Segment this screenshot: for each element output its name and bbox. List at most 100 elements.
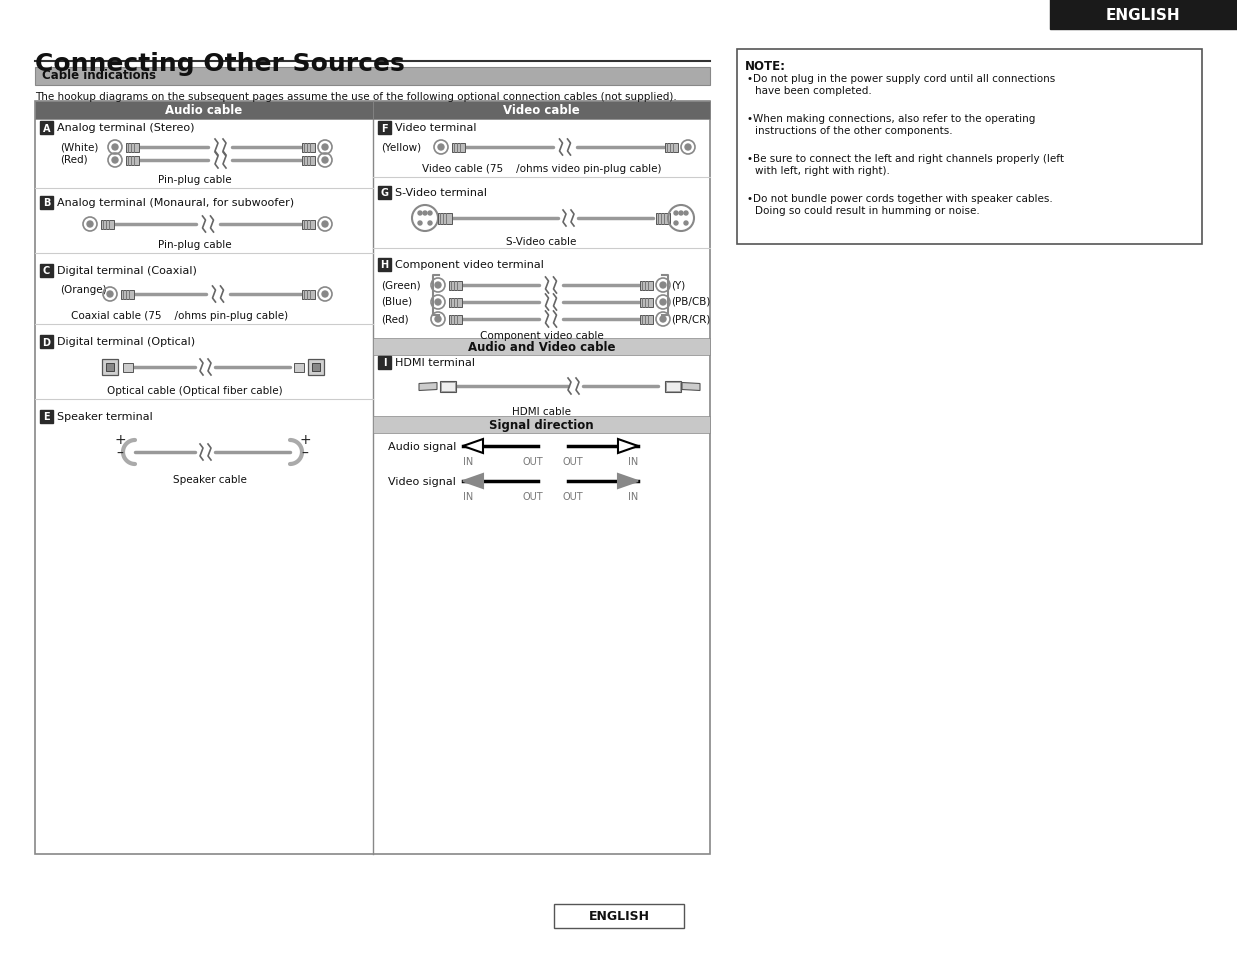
Text: Video signal: Video signal [388, 476, 456, 486]
Circle shape [106, 292, 113, 297]
Circle shape [435, 299, 442, 306]
Text: OUT: OUT [523, 492, 543, 501]
Bar [374, 416, 710, 434]
Text: OUT: OUT [523, 456, 543, 467]
Bar [666, 382, 680, 391]
Text: Video cable: Video cable [503, 105, 580, 117]
Text: have been completed.: have been completed. [755, 86, 872, 96]
Bar [374, 102, 710, 120]
Circle shape [423, 212, 427, 215]
Bar [449, 315, 461, 324]
Text: Pin-plug cable: Pin-plug cable [158, 240, 231, 250]
Polygon shape [419, 383, 437, 391]
Circle shape [428, 222, 432, 226]
Circle shape [435, 283, 442, 289]
Text: Audio and Video cable: Audio and Video cable [468, 340, 615, 354]
Text: S-Video cable: S-Video cable [506, 236, 576, 247]
Text: HDMI terminal: HDMI terminal [395, 357, 475, 368]
Polygon shape [682, 383, 700, 391]
Text: Doing so could result in humming or noise.: Doing so could result in humming or nois… [755, 206, 980, 215]
Text: S-Video terminal: S-Video terminal [395, 188, 487, 198]
Circle shape [435, 316, 442, 323]
Bar [640, 298, 652, 307]
Text: –: – [302, 447, 308, 460]
Bar [379, 258, 391, 272]
Bar [1050, 0, 1237, 30]
Text: (PB/CB): (PB/CB) [670, 296, 710, 307]
Bar [125, 143, 139, 152]
Bar [664, 143, 678, 152]
Text: E: E [43, 412, 49, 422]
Circle shape [113, 158, 118, 164]
Text: Analog terminal (Stereo): Analog terminal (Stereo) [57, 123, 194, 132]
Text: (Orange): (Orange) [61, 285, 106, 294]
Bar [40, 196, 53, 210]
Text: D: D [42, 337, 51, 347]
Text: instructions of the other components.: instructions of the other components. [755, 126, 952, 136]
Circle shape [418, 222, 422, 226]
Text: ENGLISH: ENGLISH [589, 909, 649, 923]
Bar [554, 904, 684, 928]
Bar [100, 220, 114, 230]
Circle shape [685, 145, 691, 151]
Text: Speaker cable: Speaker cable [173, 475, 247, 484]
Text: OUT: OUT [563, 492, 584, 501]
Text: (PR/CR): (PR/CR) [670, 314, 710, 324]
Text: (Red): (Red) [381, 314, 408, 324]
Polygon shape [618, 439, 638, 454]
Text: Speaker terminal: Speaker terminal [57, 412, 152, 421]
Circle shape [322, 222, 328, 228]
Bar [379, 187, 391, 200]
Circle shape [87, 222, 93, 228]
Text: IN: IN [463, 492, 473, 501]
Text: OUT: OUT [563, 456, 584, 467]
Text: Digital terminal (Optical): Digital terminal (Optical) [57, 336, 195, 347]
Circle shape [679, 212, 683, 215]
Text: H: H [381, 260, 388, 271]
Bar [302, 220, 314, 230]
Text: A: A [43, 123, 51, 133]
Text: C: C [43, 266, 51, 276]
Bar [442, 382, 455, 391]
Bar [120, 291, 134, 299]
Bar [302, 143, 314, 152]
Bar [125, 156, 139, 165]
Text: Audio signal: Audio signal [388, 441, 456, 452]
Circle shape [684, 222, 688, 226]
Circle shape [418, 212, 422, 215]
Text: Component video terminal: Component video terminal [395, 260, 544, 270]
Text: (Blue): (Blue) [381, 296, 412, 307]
Bar [379, 356, 391, 370]
Text: G: G [381, 189, 388, 198]
Circle shape [661, 283, 666, 289]
Polygon shape [463, 439, 482, 454]
Text: The hookup diagrams on the subsequent pages assume the use of the following opti: The hookup diagrams on the subsequent pa… [35, 91, 677, 102]
Bar [302, 291, 314, 299]
Text: F: F [381, 123, 388, 133]
Text: ENGLISH: ENGLISH [1106, 8, 1180, 23]
Text: +: + [114, 433, 126, 447]
Text: (Y): (Y) [670, 280, 685, 290]
Bar [35, 68, 710, 86]
Circle shape [428, 212, 432, 215]
Text: B: B [43, 198, 51, 209]
Text: Pin-plug cable: Pin-plug cable [158, 174, 231, 185]
Text: –: – [116, 447, 124, 460]
Bar [312, 364, 320, 372]
Polygon shape [463, 475, 482, 489]
Bar [640, 281, 652, 291]
Circle shape [674, 212, 678, 215]
Text: Cable indications: Cable indications [42, 69, 156, 82]
Bar [308, 359, 324, 375]
Text: •Do not bundle power cords together with speaker cables.: •Do not bundle power cords together with… [747, 193, 1053, 204]
Text: •Be sure to connect the left and right channels properly (left: •Be sure to connect the left and right c… [747, 153, 1064, 164]
Text: I: I [382, 358, 386, 368]
Bar [449, 281, 461, 291]
Bar [35, 102, 374, 120]
Bar [294, 363, 304, 372]
Text: Video cable (75    /ohms video pin-plug cable): Video cable (75 /ohms video pin-plug cab… [422, 164, 662, 173]
Bar [374, 338, 710, 355]
Circle shape [661, 316, 666, 323]
Bar [35, 102, 710, 854]
Text: IN: IN [628, 492, 638, 501]
